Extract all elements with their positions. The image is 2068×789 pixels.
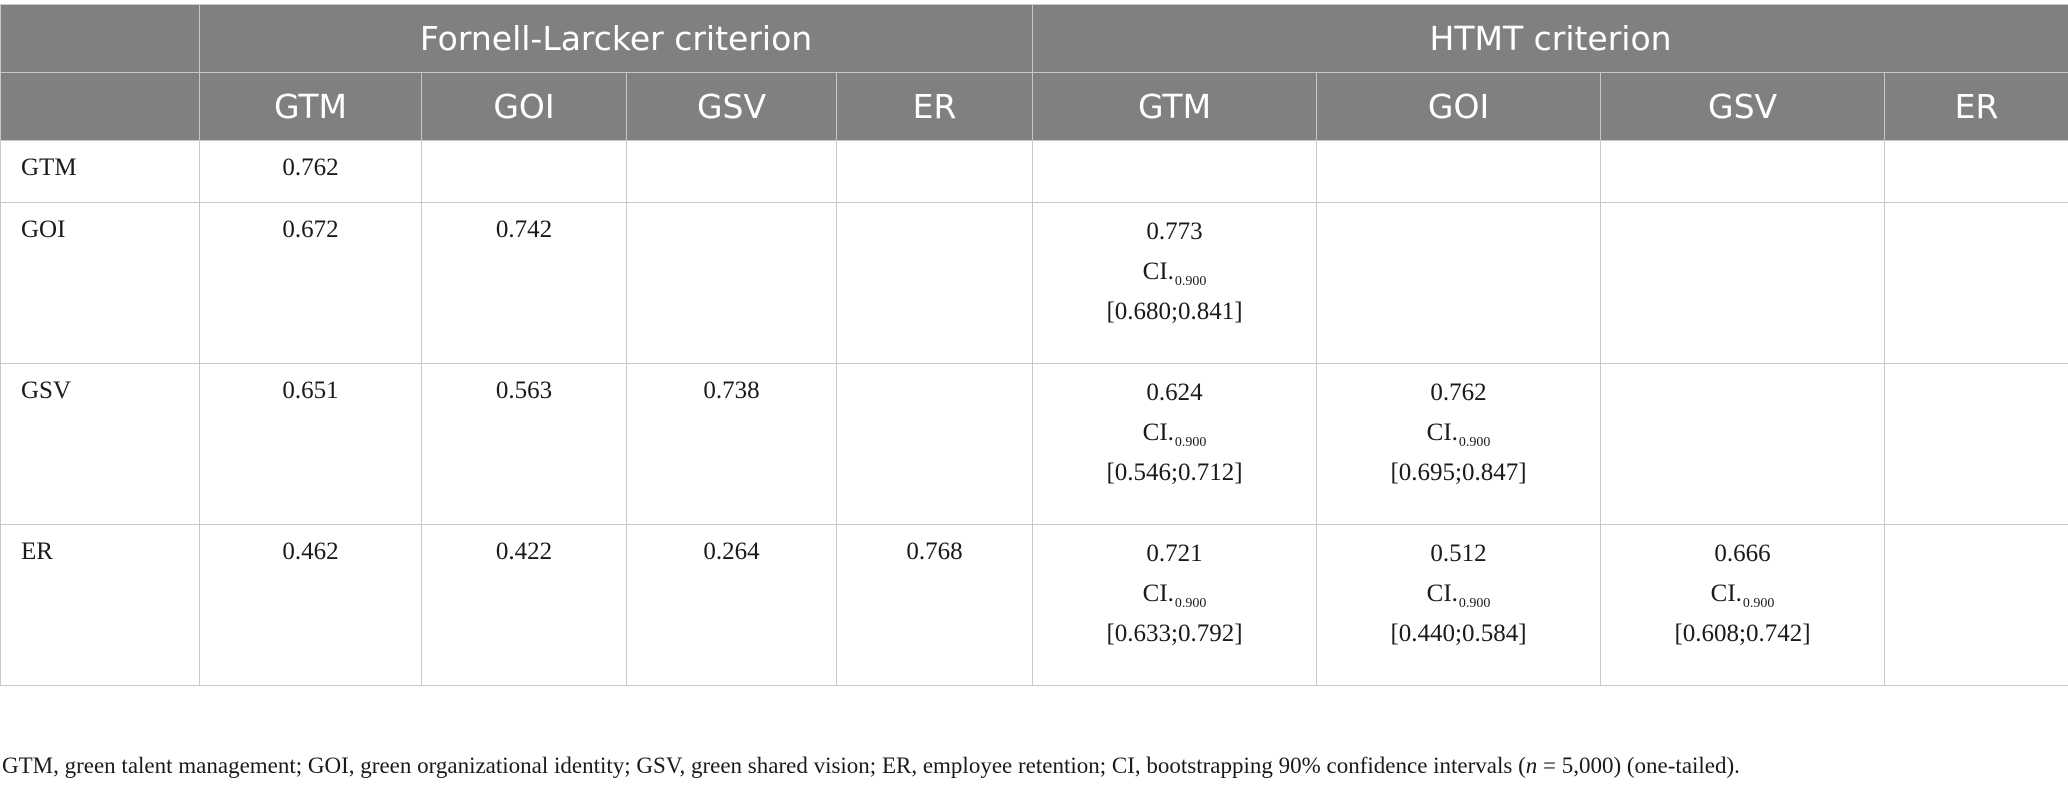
header-column-row: GTM GOI GSV ER GTM GOI GSV ER (0, 72, 2068, 141)
ci-label: CI. (1426, 580, 1458, 607)
confidence-interval-label: CI.0.900 (1039, 579, 1310, 619)
discriminant-validity-table: Fornell-Larcker criterion HTMT criterion… (0, 4, 2068, 686)
fornell-larcker-cell: 0.563 (421, 363, 627, 525)
ci-label: CI. (1426, 419, 1458, 446)
confidence-interval-label: CI.0.900 (1039, 257, 1310, 297)
confidence-interval-range: [0.546;0.712] (1106, 459, 1243, 486)
htmt-cell: 0.512 CI.0.900 [0.440;0.584] (1316, 524, 1602, 686)
fornell-larcker-cell: 0.738 (626, 363, 837, 525)
row-label: ER (0, 524, 200, 686)
fornell-larcker-cell (835, 363, 1034, 525)
htmt-value: 0.773 (1146, 218, 1203, 245)
ci-subscript: 0.900 (1174, 596, 1207, 611)
row-label: GOI (0, 202, 200, 364)
htmt-value: 0.624 (1146, 379, 1203, 406)
table-row: GSV 0.651 0.563 0.738 0.624 CI.0.900 [0.546;0.… (0, 363, 2068, 525)
validity-table-container: Fornell-Larcker criterion HTMT criterion… (0, 4, 2068, 686)
htmt-cell (1884, 524, 2068, 686)
header-corner-cell (0, 4, 200, 73)
fornell-larcker-cell: 0.672 (199, 202, 422, 364)
fornell-larcker-cell: 0.422 (421, 524, 627, 686)
header-corner-cell (0, 72, 200, 141)
htmt-cell (1884, 202, 2068, 364)
htmt-value: 0.666 (1714, 540, 1771, 567)
htmt-value: 0.762 (1430, 379, 1487, 406)
ci-label: CI. (1142, 258, 1174, 285)
fornell-larcker-cell (626, 140, 837, 203)
confidence-interval-range: [0.633;0.792] (1106, 620, 1243, 647)
htmt-cell (1884, 140, 2068, 203)
footnote-text: GTM, green talent management; GOI, green… (2, 753, 1526, 778)
confidence-interval-range: [0.695;0.847] (1390, 459, 1527, 486)
fornell-larcker-cell: 0.651 (199, 363, 422, 525)
fornell-larcker-header: Fornell-Larcker criterion (198, 4, 1034, 73)
htmt-col-goi: GOI (1316, 72, 1602, 141)
table-row: ER 0.462 0.422 0.264 0.768 0.721 CI.0.900 [0.63… (0, 524, 2068, 686)
fornell-larcker-cell: 0.264 (626, 524, 837, 686)
fornell-larcker-cell: 0.742 (421, 202, 627, 364)
confidence-interval-range: [0.680;0.841] (1106, 298, 1243, 325)
fornell-larcker-cell: 0.762 (199, 140, 422, 203)
ci-subscript: 0.900 (1174, 274, 1207, 289)
confidence-interval-label: CI.0.900 (1039, 418, 1310, 458)
ci-subscript: 0.900 (1458, 435, 1491, 450)
fornell-larcker-cell (626, 202, 837, 364)
confidence-interval-label: CI.0.900 (1323, 579, 1594, 619)
fornell-larcker-cell (835, 140, 1034, 203)
footnote-text-end: = 5,000) (one-tailed). (1537, 753, 1740, 778)
confidence-interval-range: [0.608;0.742] (1674, 620, 1811, 647)
htmt-header: HTMT criterion (1032, 4, 2068, 73)
row-label: GTM (0, 140, 200, 203)
footnote-n-variable: n (1525, 753, 1538, 778)
fornell-larcker-cell (421, 140, 627, 203)
htmt-col-er: ER (1884, 72, 2068, 141)
fornell-larcker-cell: 0.768 (835, 524, 1034, 686)
table-footnote: GTM, green talent management; GOI, green… (2, 753, 2062, 779)
ci-subscript: 0.900 (1458, 596, 1491, 611)
htmt-cell: 0.624 CI.0.900 [0.546;0.712] (1032, 363, 1318, 525)
htmt-col-gtm: GTM (1032, 72, 1318, 141)
table-row: GOI 0.672 0.742 0.773 CI.0.900 [0.680;0.841] (0, 202, 2068, 364)
htmt-cell (1600, 363, 1886, 525)
row-label: GSV (0, 363, 200, 525)
fl-col-goi: GOI (421, 72, 627, 141)
fl-col-gtm: GTM (199, 72, 422, 141)
htmt-cell: 0.666 CI.0.900 [0.608;0.742] (1600, 524, 1886, 686)
confidence-interval-label: CI.0.900 (1323, 418, 1594, 458)
htmt-cell (1032, 140, 1318, 203)
table-row: GTM 0.762 (0, 140, 2068, 203)
htmt-value: 0.721 (1146, 540, 1203, 567)
header-group-row: Fornell-Larcker criterion HTMT criterion (0, 4, 2068, 73)
fl-col-er: ER (835, 72, 1034, 141)
htmt-cell: 0.773 CI.0.900 [0.680;0.841] (1032, 202, 1318, 364)
htmt-value: 0.512 (1430, 540, 1487, 567)
ci-label: CI. (1142, 419, 1174, 446)
ci-label: CI. (1142, 580, 1174, 607)
ci-subscript: 0.900 (1742, 596, 1775, 611)
htmt-cell (1600, 202, 1886, 364)
htmt-cell (1316, 140, 1602, 203)
htmt-cell (1600, 140, 1886, 203)
ci-subscript: 0.900 (1174, 435, 1207, 450)
htmt-cell: 0.721 CI.0.900 [0.633;0.792] (1032, 524, 1318, 686)
htmt-col-gsv: GSV (1600, 72, 1886, 141)
confidence-interval-label: CI.0.900 (1607, 579, 1878, 619)
htmt-cell: 0.762 CI.0.900 [0.695;0.847] (1316, 363, 1602, 525)
ci-label: CI. (1710, 580, 1742, 607)
fornell-larcker-cell: 0.462 (199, 524, 422, 686)
confidence-interval-range: [0.440;0.584] (1390, 620, 1527, 647)
fl-col-gsv: GSV (626, 72, 837, 141)
htmt-cell (1316, 202, 1602, 364)
fornell-larcker-cell (835, 202, 1034, 364)
htmt-cell (1884, 363, 2068, 525)
